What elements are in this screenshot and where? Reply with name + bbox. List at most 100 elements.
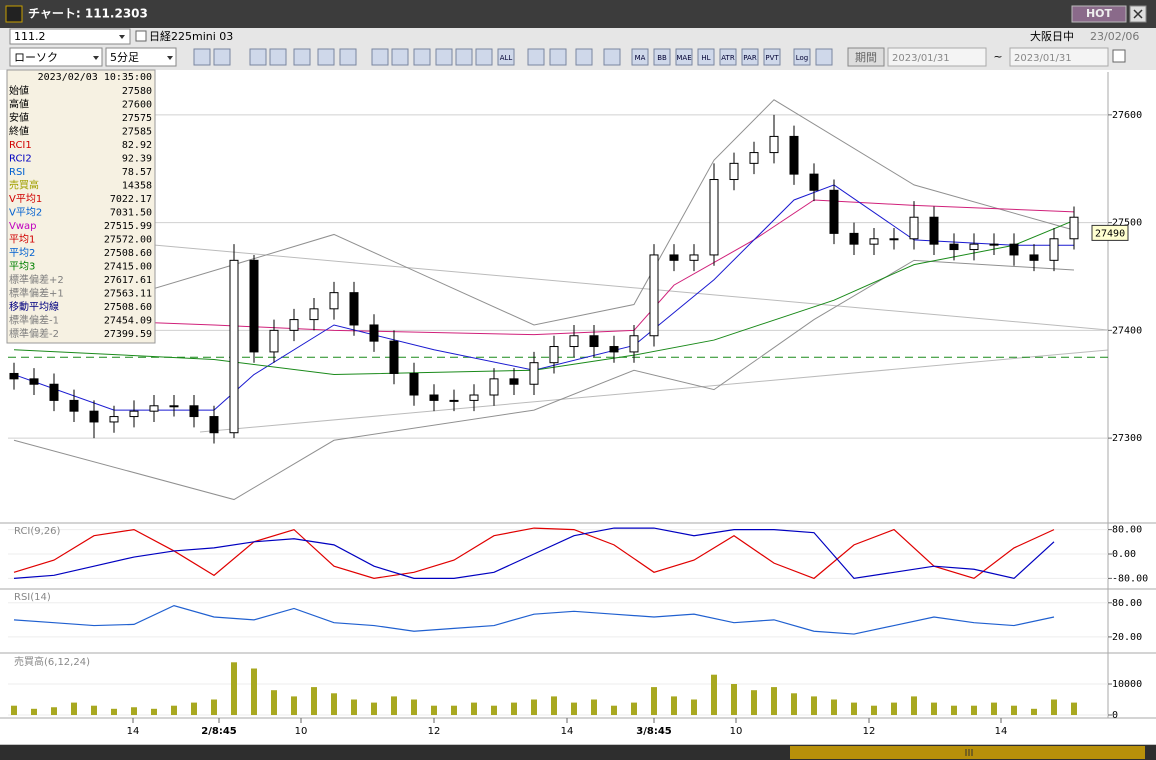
panel-title: RSI(14): [14, 592, 51, 603]
volume-bar: [911, 696, 917, 715]
volume-bar: [551, 696, 557, 715]
tool-icon[interactable]: [293, 48, 311, 66]
tool-icon-label[interactable]: PVT: [765, 54, 779, 62]
tool-icon[interactable]: [575, 48, 593, 66]
tool-icon[interactable]: [741, 48, 759, 66]
tool-icon[interactable]: [475, 48, 493, 66]
y-tick-label: 80.00: [1112, 525, 1142, 536]
tool-icon[interactable]: [549, 48, 567, 66]
tool-icon[interactable]: [317, 48, 335, 66]
candle-body: [289, 319, 299, 331]
scroll-thumb[interactable]: [790, 746, 1145, 759]
tool-icon[interactable]: [371, 48, 389, 66]
checkbox[interactable]: [1112, 49, 1126, 63]
tool-icon[interactable]: [527, 48, 545, 66]
tool-icon-label[interactable]: BB: [657, 54, 667, 62]
tool-icon-label[interactable]: ALL: [500, 54, 513, 62]
candle-body: [49, 383, 59, 401]
tool-icon[interactable]: [455, 48, 473, 66]
interval-text[interactable]: 5分足: [110, 51, 139, 64]
volume-bar: [791, 693, 797, 715]
x-tick-label: 12: [428, 726, 441, 737]
tool-icon[interactable]: [497, 48, 515, 66]
tool-icon[interactable]: [435, 48, 453, 66]
candle-body: [9, 372, 19, 380]
volume-bar: [151, 708, 157, 715]
dropdown-arrow: [167, 56, 173, 60]
hot-button[interactable]: [1071, 5, 1127, 23]
last-price-label: 27490: [1095, 228, 1125, 239]
tool-icon[interactable]: [193, 48, 211, 66]
candle-body: [489, 378, 499, 396]
tool-icon-label[interactable]: ATR: [721, 54, 735, 62]
indicator-line: [13, 527, 1055, 580]
volume-bar: [1031, 708, 1037, 715]
tool-icon[interactable]: [391, 48, 409, 66]
tool-icon-label[interactable]: MAE: [676, 54, 691, 62]
volume-bar: [411, 699, 417, 715]
from-text[interactable]: 2023/01/31: [892, 53, 950, 64]
tool-icon-label[interactable]: PAR: [743, 54, 757, 62]
x-tick-label: 14: [127, 726, 140, 737]
volume-bar: [111, 708, 117, 715]
style-select[interactable]: [9, 47, 103, 67]
candle-body: [689, 254, 699, 261]
symbol-input[interactable]: [9, 28, 131, 45]
info-value: 27415.00: [104, 262, 152, 273]
x-tick-label: 10: [730, 726, 743, 737]
tool-icon[interactable]: [653, 48, 671, 66]
tool-icon[interactable]: [413, 48, 431, 66]
tool-icon[interactable]: [249, 48, 267, 66]
volume-bar: [571, 702, 577, 715]
candle-body: [169, 405, 179, 408]
candle-body: [569, 335, 579, 348]
info-value: 82.92: [122, 140, 152, 151]
tool-icon[interactable]: [213, 48, 231, 66]
tool-icon[interactable]: [815, 48, 833, 66]
from-date[interactable]: [887, 47, 987, 67]
volume-bar: [851, 702, 857, 715]
tool-icon-label[interactable]: MA: [635, 54, 646, 62]
volume-bar: [31, 708, 37, 715]
tool-icon[interactable]: [269, 48, 287, 66]
tool-icon[interactable]: [719, 48, 737, 66]
candle-body: [749, 152, 759, 164]
volume-bar: [331, 693, 337, 715]
to-text[interactable]: 2023/01/31: [1014, 53, 1072, 64]
y-tick-label: 27400: [1112, 325, 1142, 336]
interval-select[interactable]: [105, 47, 177, 67]
tool-icon[interactable]: [631, 48, 649, 66]
x-tick-label: 14: [995, 726, 1008, 737]
tool-icon[interactable]: [697, 48, 715, 66]
info-value: 27454.09: [104, 316, 152, 327]
info-value: 7022.17: [110, 194, 152, 205]
hot-label[interactable]: HOT: [1086, 7, 1113, 20]
tool-icon[interactable]: [675, 48, 693, 66]
candle-body: [29, 378, 39, 385]
info-label: 平均1: [9, 234, 35, 246]
candle-body: [729, 162, 739, 181]
symbol-text[interactable]: 111.2: [14, 30, 46, 43]
period-button[interactable]: [847, 47, 885, 67]
tool-icon-label[interactable]: HL: [701, 54, 710, 62]
candle-body: [889, 238, 899, 241]
tool-icon[interactable]: [793, 48, 811, 66]
style-text[interactable]: ローソク: [14, 51, 58, 64]
info-box: 2023/02/03 10:35:00 始値 27580 高値 27600 安値 2757…: [6, 69, 156, 344]
tool-icon[interactable]: [763, 48, 781, 66]
period-label[interactable]: 期間: [855, 51, 877, 64]
candle-body: [469, 394, 479, 401]
to-date[interactable]: [1009, 47, 1109, 67]
x-tick-label: 12: [863, 726, 876, 737]
info-value: 27585: [122, 127, 152, 138]
volume-bar: [11, 705, 17, 715]
candle-body: [809, 173, 819, 191]
y-tick-label: 27600: [1112, 110, 1142, 121]
tool-icon-label[interactable]: Log: [796, 54, 809, 62]
info-label: 終値: [9, 125, 29, 138]
info-label: 売買高: [9, 179, 39, 192]
tool-icon[interactable]: [603, 48, 621, 66]
candle-body: [409, 372, 419, 396]
trend-line: [7, 231, 1109, 331]
tool-icon[interactable]: [339, 48, 357, 66]
